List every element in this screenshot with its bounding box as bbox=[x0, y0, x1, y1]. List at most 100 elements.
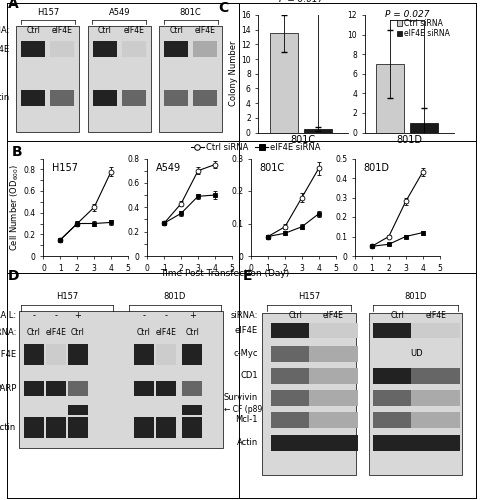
Bar bbox=[373, 435, 422, 451]
Text: H157: H157 bbox=[37, 8, 59, 17]
Text: Ctrl: Ctrl bbox=[27, 26, 40, 35]
Bar bbox=[24, 344, 44, 364]
Text: P = 0.027: P = 0.027 bbox=[385, 10, 429, 18]
Text: eIF4E: eIF4E bbox=[0, 350, 16, 358]
Bar bbox=[122, 90, 145, 106]
Text: CD1: CD1 bbox=[240, 371, 258, 380]
Bar bbox=[21, 90, 45, 106]
Bar bbox=[193, 90, 217, 106]
Bar bbox=[373, 322, 422, 338]
Text: Actin: Actin bbox=[237, 438, 258, 448]
Bar bbox=[304, 129, 332, 132]
Bar bbox=[46, 417, 66, 438]
Text: 801C: 801C bbox=[260, 164, 285, 173]
Bar bbox=[411, 412, 460, 428]
Bar bbox=[156, 344, 176, 364]
Bar bbox=[271, 390, 320, 406]
Text: H157: H157 bbox=[56, 292, 78, 300]
Bar bbox=[309, 412, 358, 428]
Text: 801D: 801D bbox=[404, 292, 427, 300]
Bar bbox=[183, 404, 202, 415]
Bar bbox=[411, 435, 460, 451]
Text: UD: UD bbox=[411, 349, 423, 358]
Text: A549: A549 bbox=[109, 8, 130, 17]
Bar bbox=[50, 42, 74, 58]
Bar bbox=[309, 368, 358, 384]
Text: 801C: 801C bbox=[180, 8, 201, 17]
Bar bbox=[183, 344, 202, 364]
Text: Ctrl: Ctrl bbox=[137, 328, 151, 336]
Bar bbox=[373, 412, 422, 428]
Text: Actin: Actin bbox=[0, 423, 16, 432]
Text: -: - bbox=[55, 311, 57, 320]
Bar bbox=[262, 313, 355, 475]
Bar bbox=[88, 26, 151, 132]
Bar bbox=[411, 322, 460, 338]
Bar bbox=[68, 382, 88, 396]
Bar bbox=[309, 322, 358, 338]
Text: H157: H157 bbox=[298, 292, 320, 300]
Text: H157: H157 bbox=[52, 164, 78, 173]
Text: 801D: 801D bbox=[364, 164, 389, 173]
Legend: Ctrl siRNA, eIF4E siRNA: Ctrl siRNA, eIF4E siRNA bbox=[397, 19, 450, 38]
Text: TRAIL:: TRAIL: bbox=[0, 311, 16, 320]
Text: eIF4E: eIF4E bbox=[52, 26, 72, 35]
Text: +: + bbox=[189, 311, 196, 320]
Bar bbox=[376, 64, 404, 132]
Text: Ctrl: Ctrl bbox=[98, 26, 112, 35]
Text: c-Myc: c-Myc bbox=[233, 349, 258, 358]
Text: eIF4E: eIF4E bbox=[0, 45, 10, 54]
Text: Ctrl: Ctrl bbox=[71, 328, 85, 336]
Bar bbox=[122, 42, 145, 58]
Text: Ctrl: Ctrl bbox=[289, 311, 302, 320]
Bar bbox=[19, 311, 223, 448]
Bar bbox=[183, 417, 202, 438]
Text: eIF4E: eIF4E bbox=[425, 311, 446, 320]
Bar bbox=[411, 390, 460, 406]
Bar bbox=[164, 42, 188, 58]
Bar bbox=[21, 42, 45, 58]
Text: E: E bbox=[242, 269, 252, 283]
Text: A: A bbox=[8, 0, 18, 10]
Bar bbox=[46, 382, 66, 396]
Text: -: - bbox=[32, 311, 36, 320]
Bar bbox=[373, 368, 422, 384]
Text: C: C bbox=[218, 1, 228, 15]
X-axis label: 801D: 801D bbox=[397, 136, 422, 145]
Y-axis label: Colony Number: Colony Number bbox=[229, 41, 239, 106]
Text: P = 0.017: P = 0.017 bbox=[279, 0, 323, 4]
Bar bbox=[271, 346, 320, 362]
Bar bbox=[134, 417, 154, 438]
Text: PARP: PARP bbox=[0, 384, 16, 394]
Bar bbox=[16, 26, 79, 132]
Bar bbox=[271, 322, 320, 338]
Text: eIF4E: eIF4E bbox=[156, 328, 176, 336]
Text: Ctrl: Ctrl bbox=[185, 328, 199, 336]
Bar bbox=[309, 346, 358, 362]
Bar bbox=[309, 435, 358, 451]
Text: Survivin: Survivin bbox=[224, 393, 258, 402]
Bar bbox=[271, 368, 320, 384]
Text: -: - bbox=[142, 311, 145, 320]
Bar bbox=[46, 344, 66, 364]
Text: 801D: 801D bbox=[164, 292, 186, 300]
Bar bbox=[159, 26, 222, 132]
Text: Time Post Transfection (Day): Time Post Transfection (Day) bbox=[160, 269, 289, 278]
Bar bbox=[183, 382, 202, 396]
X-axis label: 801C: 801C bbox=[290, 136, 316, 145]
Text: Mcl-1: Mcl-1 bbox=[235, 416, 258, 424]
Bar bbox=[50, 90, 74, 106]
Bar bbox=[156, 382, 176, 396]
Bar bbox=[373, 390, 422, 406]
Y-axis label: Cell Number (OD$_{600}$): Cell Number (OD$_{600}$) bbox=[8, 164, 21, 251]
Text: Ctrl: Ctrl bbox=[169, 26, 183, 35]
Bar bbox=[24, 382, 44, 396]
Bar bbox=[193, 42, 217, 58]
Bar bbox=[369, 313, 462, 475]
Text: siRNA:: siRNA: bbox=[0, 26, 10, 35]
Bar bbox=[68, 344, 88, 364]
Text: eIF4E: eIF4E bbox=[195, 26, 215, 35]
Bar bbox=[271, 412, 320, 428]
Text: D: D bbox=[8, 269, 19, 283]
Text: siRNA:: siRNA: bbox=[230, 311, 258, 320]
